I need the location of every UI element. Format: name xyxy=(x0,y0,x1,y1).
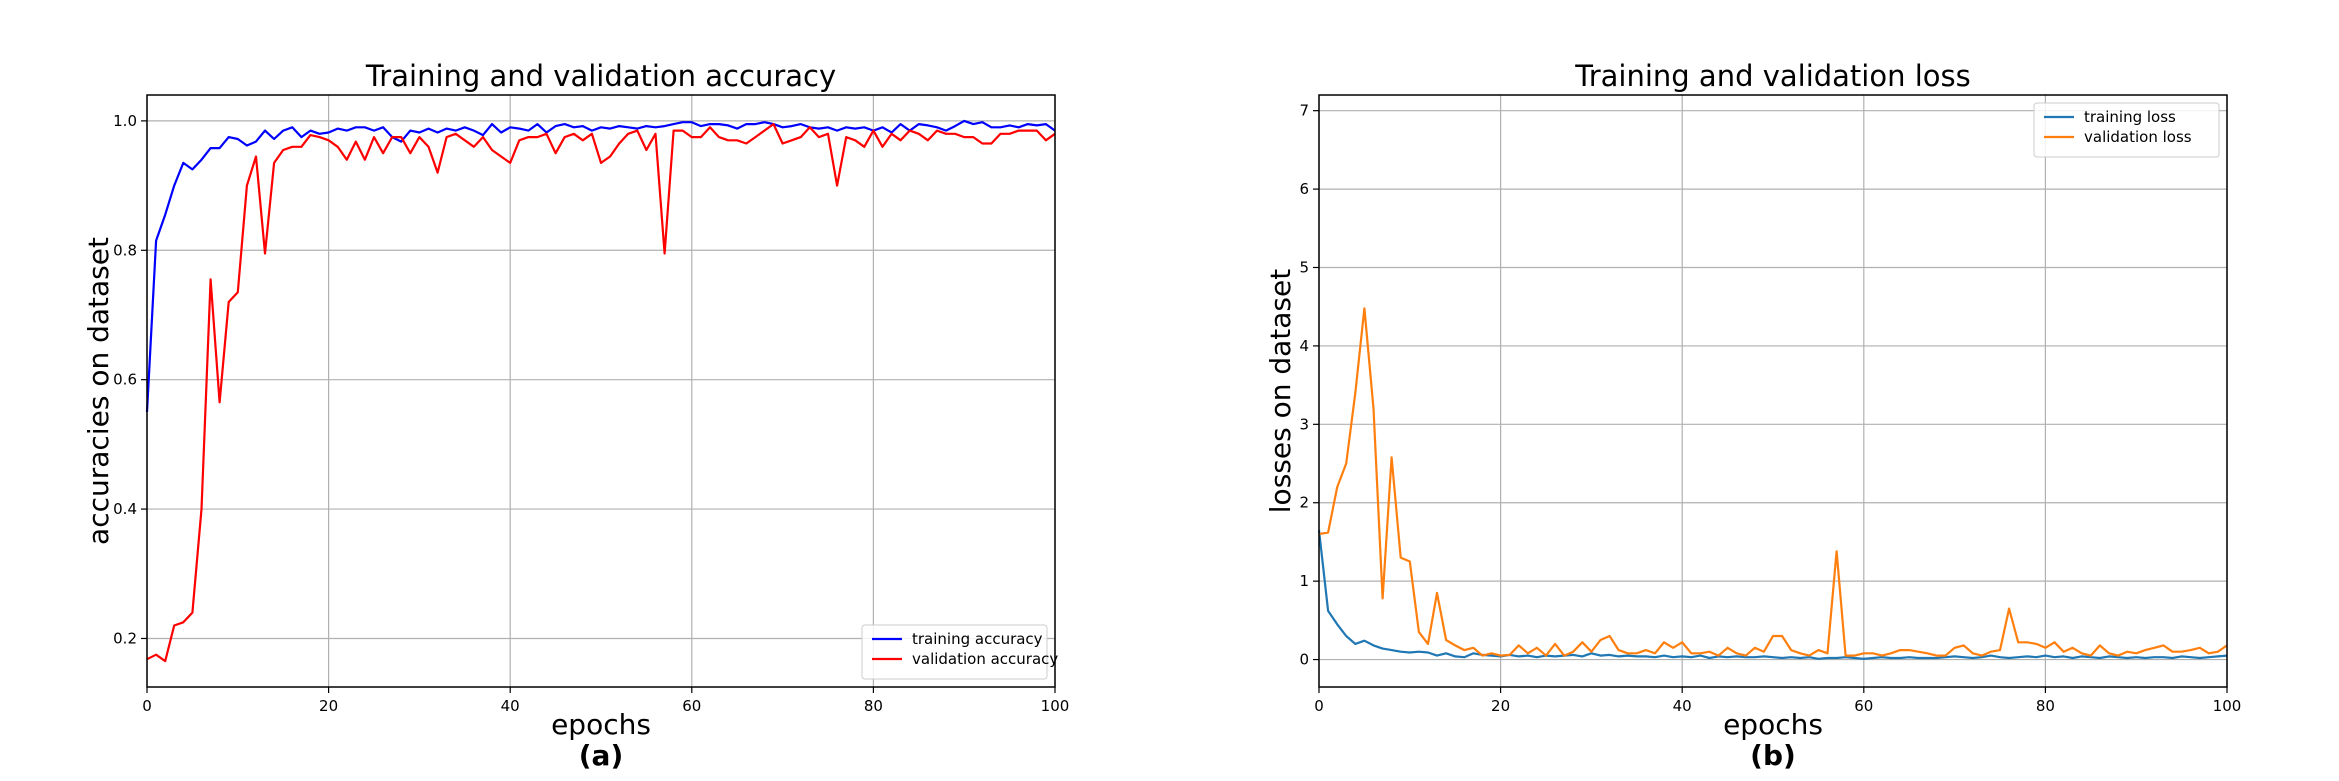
loss-plot-frame xyxy=(1318,94,2228,688)
accuracy-plot-area xyxy=(147,95,1055,687)
accuracy-x-tick-label: 80 xyxy=(864,697,883,715)
accuracy-x-tick-label: 40 xyxy=(501,697,520,715)
loss-x-tick-label: 0 xyxy=(1314,697,1324,715)
accuracy-y-tick-label: 0.8 xyxy=(113,241,137,259)
accuracy-y-tick-label: 0.2 xyxy=(113,629,137,647)
loss-y-label: losses on dataset xyxy=(1264,269,1297,513)
accuracy-plot-frame xyxy=(146,94,1056,688)
loss-legend: training loss validation loss xyxy=(2033,102,2220,158)
accuracy-y-tick-label: 1.0 xyxy=(113,112,137,130)
accuracy-chart: Training and validation accuracy 0 20 40 60… xyxy=(82,59,1069,772)
accuracy-series-validation-accuracy xyxy=(146,122,1056,663)
loss-y-tick-label: 2 xyxy=(1299,494,1309,512)
loss-x-tick-label: 60 xyxy=(1854,697,1873,715)
loss-y-tick-label: 5 xyxy=(1299,259,1309,277)
loss-legend-label: training loss xyxy=(2084,108,2176,126)
loss-x-tick-label: 40 xyxy=(1673,697,1692,715)
accuracy-legend-label: training accuracy xyxy=(912,630,1043,648)
loss-panel-label: (b) xyxy=(1750,739,1796,772)
accuracy-x-tick-label: 100 xyxy=(1041,697,1070,715)
accuracy-legend: training accuracy validation accuracy xyxy=(861,624,1058,680)
accuracy-y-axis: 0.2 0.4 0.6 0.8 1.0 xyxy=(113,112,147,647)
loss-y-tick-label: 4 xyxy=(1299,337,1309,355)
accuracy-series-training-accuracy xyxy=(145,119,1056,413)
loss-y-axis: 0 1 2 3 4 5 6 7 xyxy=(1299,102,1319,669)
loss-legend-box xyxy=(2033,102,2220,158)
loss-series-training-loss xyxy=(1317,530,2228,660)
loss-x-tick-label: 20 xyxy=(1491,697,1510,715)
loss-x-label: epochs xyxy=(1723,708,1823,741)
loss-y-tick-label: 1 xyxy=(1299,572,1309,590)
loss-legend-label: validation loss xyxy=(2084,128,2192,146)
accuracy-y-tick-label: 0.6 xyxy=(113,371,137,389)
loss-x-tick-label: 100 xyxy=(2213,697,2242,715)
loss-series xyxy=(1317,307,2228,660)
loss-x-tick-label: 80 xyxy=(2036,697,2055,715)
accuracy-x-tick-label: 60 xyxy=(682,697,701,715)
accuracy-series xyxy=(145,119,1056,663)
loss-chart: Training and validation loss 0 20 40 60 80 10… xyxy=(1264,59,2241,772)
accuracy-panel-label: (a) xyxy=(579,739,624,772)
accuracy-legend-box xyxy=(861,624,1048,680)
accuracy-x-label: epochs xyxy=(551,708,651,741)
accuracy-legend-label: validation accuracy xyxy=(912,650,1058,668)
accuracy-y-label: accuracies on dataset xyxy=(82,237,115,545)
accuracy-x-tick-label: 0 xyxy=(142,697,152,715)
accuracy-x-axis: 0 20 40 60 80 100 xyxy=(142,687,1069,715)
loss-series-validation-loss xyxy=(1318,307,2228,657)
loss-y-tick-label: 3 xyxy=(1299,415,1309,433)
loss-y-tick-label: 6 xyxy=(1299,180,1309,198)
loss-x-axis: 0 20 40 60 80 100 xyxy=(1314,687,2241,715)
accuracy-chart-title: Training and validation accuracy xyxy=(365,59,836,93)
accuracy-y-tick-label: 0.4 xyxy=(113,500,137,518)
loss-y-tick-label: 7 xyxy=(1299,102,1309,120)
loss-y-tick-label: 0 xyxy=(1299,651,1309,669)
loss-chart-title: Training and validation loss xyxy=(1574,59,1970,93)
loss-plot-area xyxy=(1319,95,2227,687)
accuracy-x-tick-label: 20 xyxy=(319,697,338,715)
